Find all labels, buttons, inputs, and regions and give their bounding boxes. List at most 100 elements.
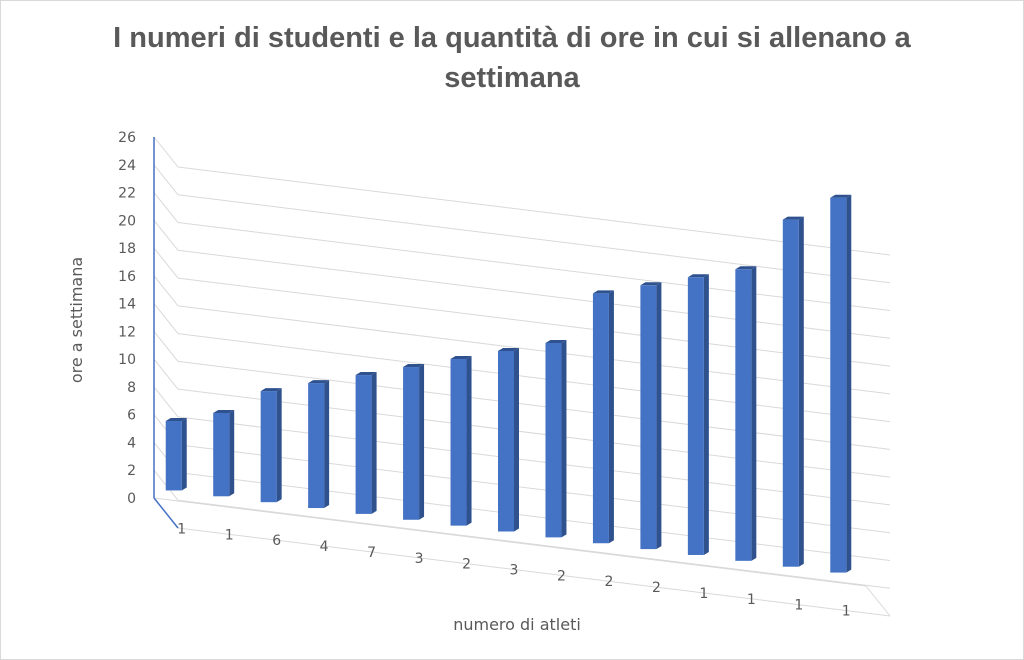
side-gridline: [153, 164, 179, 196]
gridline: [177, 249, 891, 339]
x-tick-label: 2: [604, 574, 613, 590]
x-tick-label: 2: [652, 580, 661, 596]
bar-top: [450, 356, 472, 360]
bar-side: [561, 339, 567, 538]
x-tick-label: 2: [557, 568, 566, 584]
bar-side: [276, 388, 282, 503]
gridline: [177, 499, 891, 589]
bar-side: [656, 282, 662, 550]
bar-side: [798, 216, 804, 567]
bar-top: [782, 216, 804, 220]
bar-side: [324, 380, 330, 509]
bar: [450, 359, 467, 526]
x-tick-label: 1: [699, 586, 708, 602]
x-tick-label: 1: [794, 598, 803, 614]
side-gridline: [153, 386, 179, 418]
bar-top: [687, 274, 709, 278]
gridline: [177, 444, 891, 534]
bar: [165, 421, 182, 491]
x-tick-label: 1: [177, 521, 186, 537]
gridline: [177, 222, 891, 312]
x-axis-label: numero di atleti: [453, 615, 581, 634]
chart-title: I numeri di studenti e la quantità di or…: [113, 22, 911, 94]
floor-right-edge: [865, 585, 891, 617]
bar: [355, 375, 372, 514]
y-tick-label: 2: [127, 463, 136, 479]
x-tick-label: 1: [842, 604, 851, 620]
bar-side: [608, 290, 614, 544]
x-tick-label: 2: [462, 557, 471, 573]
side-gridline: [153, 331, 179, 362]
y-axis-label: ore a settimana: [67, 257, 86, 383]
bar-top: [592, 290, 614, 294]
bar-side: [229, 409, 235, 497]
x-tick-label: 4: [320, 539, 329, 555]
y-tick-label: 20: [118, 213, 136, 229]
bar: [782, 219, 799, 567]
x-tick-label: 3: [415, 551, 424, 567]
bar-side: [371, 372, 377, 514]
bar-top: [355, 372, 377, 376]
bar-top: [165, 418, 187, 422]
bar: [592, 293, 609, 544]
bar-top: [735, 266, 757, 270]
bar-top: [640, 282, 662, 286]
bar-side: [514, 348, 519, 532]
side-gridline: [153, 136, 179, 168]
side-gridline: [153, 192, 179, 223]
side-gridline: [153, 219, 179, 251]
bar-side: [181, 418, 187, 491]
bar: [403, 367, 420, 520]
bar: [498, 351, 514, 532]
y-tick-label: 14: [118, 297, 136, 313]
bar: [735, 269, 752, 561]
y-tick-label: 10: [118, 352, 136, 368]
bar: [260, 391, 277, 503]
y-tick-label: 6: [127, 408, 136, 424]
bar: [640, 285, 657, 550]
side-gridline: [153, 275, 179, 307]
x-tick-label: 1: [225, 527, 234, 543]
bar-top: [260, 388, 282, 392]
floor-back-edge: [177, 527, 891, 617]
x-tick-label: 7: [367, 545, 376, 561]
x-tick-label: 3: [510, 562, 519, 578]
gridline: [177, 333, 891, 423]
y-tick-label: 4: [127, 435, 136, 451]
y-tick-label: 0: [127, 491, 136, 507]
bar-side: [751, 266, 757, 561]
bar: [213, 412, 230, 497]
y-tick-label: 26: [118, 130, 136, 146]
bar-top: [830, 194, 852, 198]
y-axis-base: [153, 497, 179, 529]
gridline: [177, 416, 891, 506]
gridline: [177, 166, 891, 256]
y-tick-label: 16: [118, 269, 136, 285]
bar-top: [545, 339, 567, 343]
y-tick-label: 12: [118, 324, 136, 340]
side-gridline: [153, 303, 179, 334]
x-tick-label: 6: [272, 533, 281, 549]
bar-top: [403, 364, 425, 368]
side-gridline: [153, 358, 179, 390]
gridline: [177, 277, 891, 367]
bar: [830, 197, 847, 573]
bar-side: [846, 194, 852, 573]
bar: [687, 277, 704, 555]
y-tick-label: 24: [118, 158, 136, 174]
gridline: [177, 360, 891, 450]
bar-top: [213, 409, 235, 413]
floor-front-edge: [153, 497, 867, 587]
bar-side: [419, 364, 425, 520]
bar-top: [498, 348, 519, 352]
bar-top: [308, 380, 330, 384]
y-tick-label: 8: [127, 380, 136, 396]
y-tick-label: 18: [118, 241, 136, 257]
bar-side: [466, 356, 472, 526]
y-tick-label: 22: [118, 186, 136, 202]
side-gridline: [153, 247, 179, 279]
gridline: [177, 194, 891, 284]
gridline: [177, 471, 891, 561]
bar-side: [703, 274, 709, 555]
